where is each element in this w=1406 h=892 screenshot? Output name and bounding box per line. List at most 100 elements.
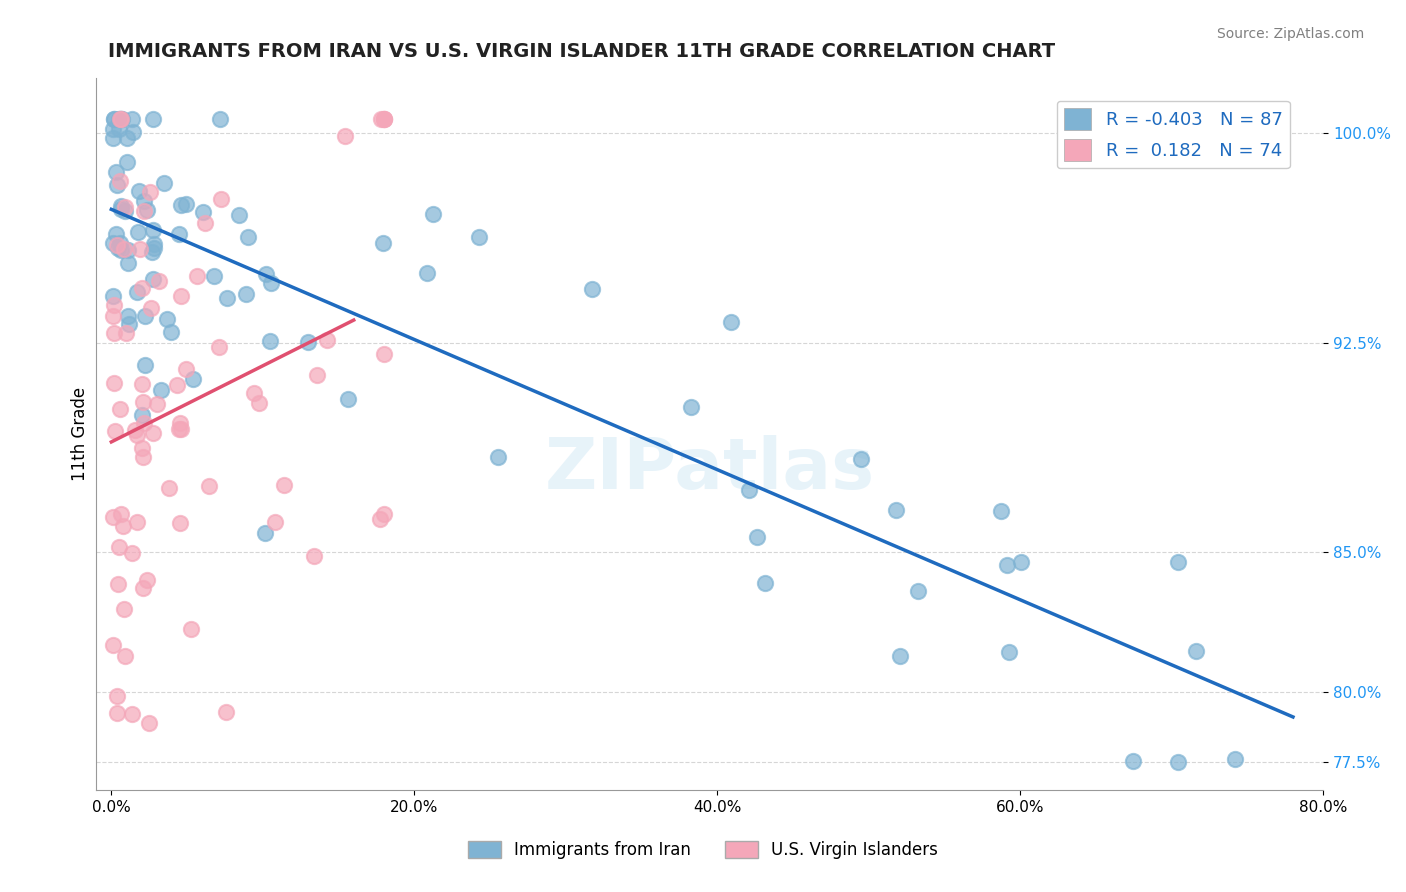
Point — [108, 112, 131, 127]
Point — [235, 287, 257, 301]
Point — [108, 236, 131, 251]
Point — [105, 690, 128, 704]
Point — [217, 291, 239, 305]
Point — [254, 267, 277, 281]
Point — [112, 518, 135, 533]
Legend: R = -0.403   N = 87, R =  0.182   N = 74: R = -0.403 N = 87, R = 0.182 N = 74 — [1057, 101, 1289, 169]
Point — [167, 227, 190, 242]
Point — [202, 268, 225, 283]
Point — [198, 479, 221, 493]
Point — [302, 549, 325, 564]
Point — [169, 422, 191, 436]
Point — [110, 112, 132, 127]
Point — [117, 243, 139, 257]
Point — [111, 112, 134, 127]
Point — [416, 266, 439, 280]
Point — [121, 547, 143, 561]
Point — [134, 194, 156, 209]
Point — [170, 289, 193, 303]
Point — [103, 131, 125, 145]
Point — [169, 416, 191, 430]
Point — [169, 516, 191, 531]
Point — [108, 112, 131, 127]
Point — [373, 508, 395, 522]
Point — [315, 334, 337, 348]
Point — [114, 200, 136, 214]
Point — [486, 450, 509, 465]
Point — [884, 503, 907, 517]
Point — [167, 422, 190, 436]
Point — [142, 223, 165, 237]
Point — [370, 511, 392, 525]
Point — [236, 230, 259, 244]
Point — [101, 289, 124, 303]
Point — [138, 715, 160, 730]
Point — [142, 241, 165, 255]
Point — [305, 368, 328, 382]
Point — [131, 281, 153, 295]
Point — [373, 112, 395, 127]
Point — [263, 515, 285, 529]
Point — [139, 185, 162, 199]
Point — [134, 358, 156, 372]
Point — [115, 326, 138, 340]
Point — [127, 516, 149, 530]
Point — [132, 395, 155, 409]
Point — [373, 347, 395, 361]
Point — [194, 215, 217, 229]
Point — [681, 400, 703, 414]
Point — [995, 558, 1018, 572]
Point — [468, 230, 491, 244]
Point — [141, 245, 163, 260]
Point — [373, 112, 395, 127]
Point — [105, 178, 128, 192]
Point — [103, 326, 125, 341]
Point — [101, 235, 124, 250]
Point — [101, 509, 124, 524]
Point — [990, 504, 1012, 518]
Point — [297, 335, 319, 350]
Point — [101, 638, 124, 652]
Point — [373, 236, 395, 251]
Text: ZIPatlas: ZIPatlas — [544, 434, 875, 504]
Point — [103, 424, 125, 438]
Point — [273, 478, 295, 492]
Point — [107, 241, 129, 255]
Text: Source: ZipAtlas.com: Source: ZipAtlas.com — [1216, 27, 1364, 41]
Point — [166, 378, 188, 392]
Point — [136, 202, 159, 217]
Y-axis label: 11th Grade: 11th Grade — [72, 386, 89, 481]
Point — [148, 274, 170, 288]
Point — [117, 256, 139, 270]
Point — [370, 112, 392, 127]
Point — [1167, 555, 1189, 569]
Point — [143, 236, 166, 251]
Point — [118, 317, 141, 331]
Point — [998, 645, 1021, 659]
Point — [180, 622, 202, 636]
Point — [125, 427, 148, 442]
Point — [142, 271, 165, 285]
Point — [738, 483, 761, 497]
Point — [121, 112, 143, 127]
Point — [337, 392, 360, 406]
Legend: Immigrants from Iran, U.S. Virgin Islanders: Immigrants from Iran, U.S. Virgin Island… — [461, 834, 945, 866]
Point — [104, 165, 127, 179]
Point — [754, 576, 776, 591]
Point — [134, 309, 156, 323]
Point — [125, 285, 148, 300]
Point — [186, 269, 208, 284]
Point — [142, 112, 165, 127]
Point — [191, 205, 214, 219]
Point — [128, 242, 150, 256]
Point — [160, 326, 183, 340]
Point — [134, 417, 156, 431]
Point — [114, 204, 136, 219]
Point — [1223, 752, 1246, 766]
Point — [373, 112, 395, 127]
Point — [209, 112, 232, 127]
Point — [720, 315, 742, 329]
Point — [131, 441, 153, 455]
Point — [209, 192, 232, 206]
Point — [907, 583, 929, 598]
